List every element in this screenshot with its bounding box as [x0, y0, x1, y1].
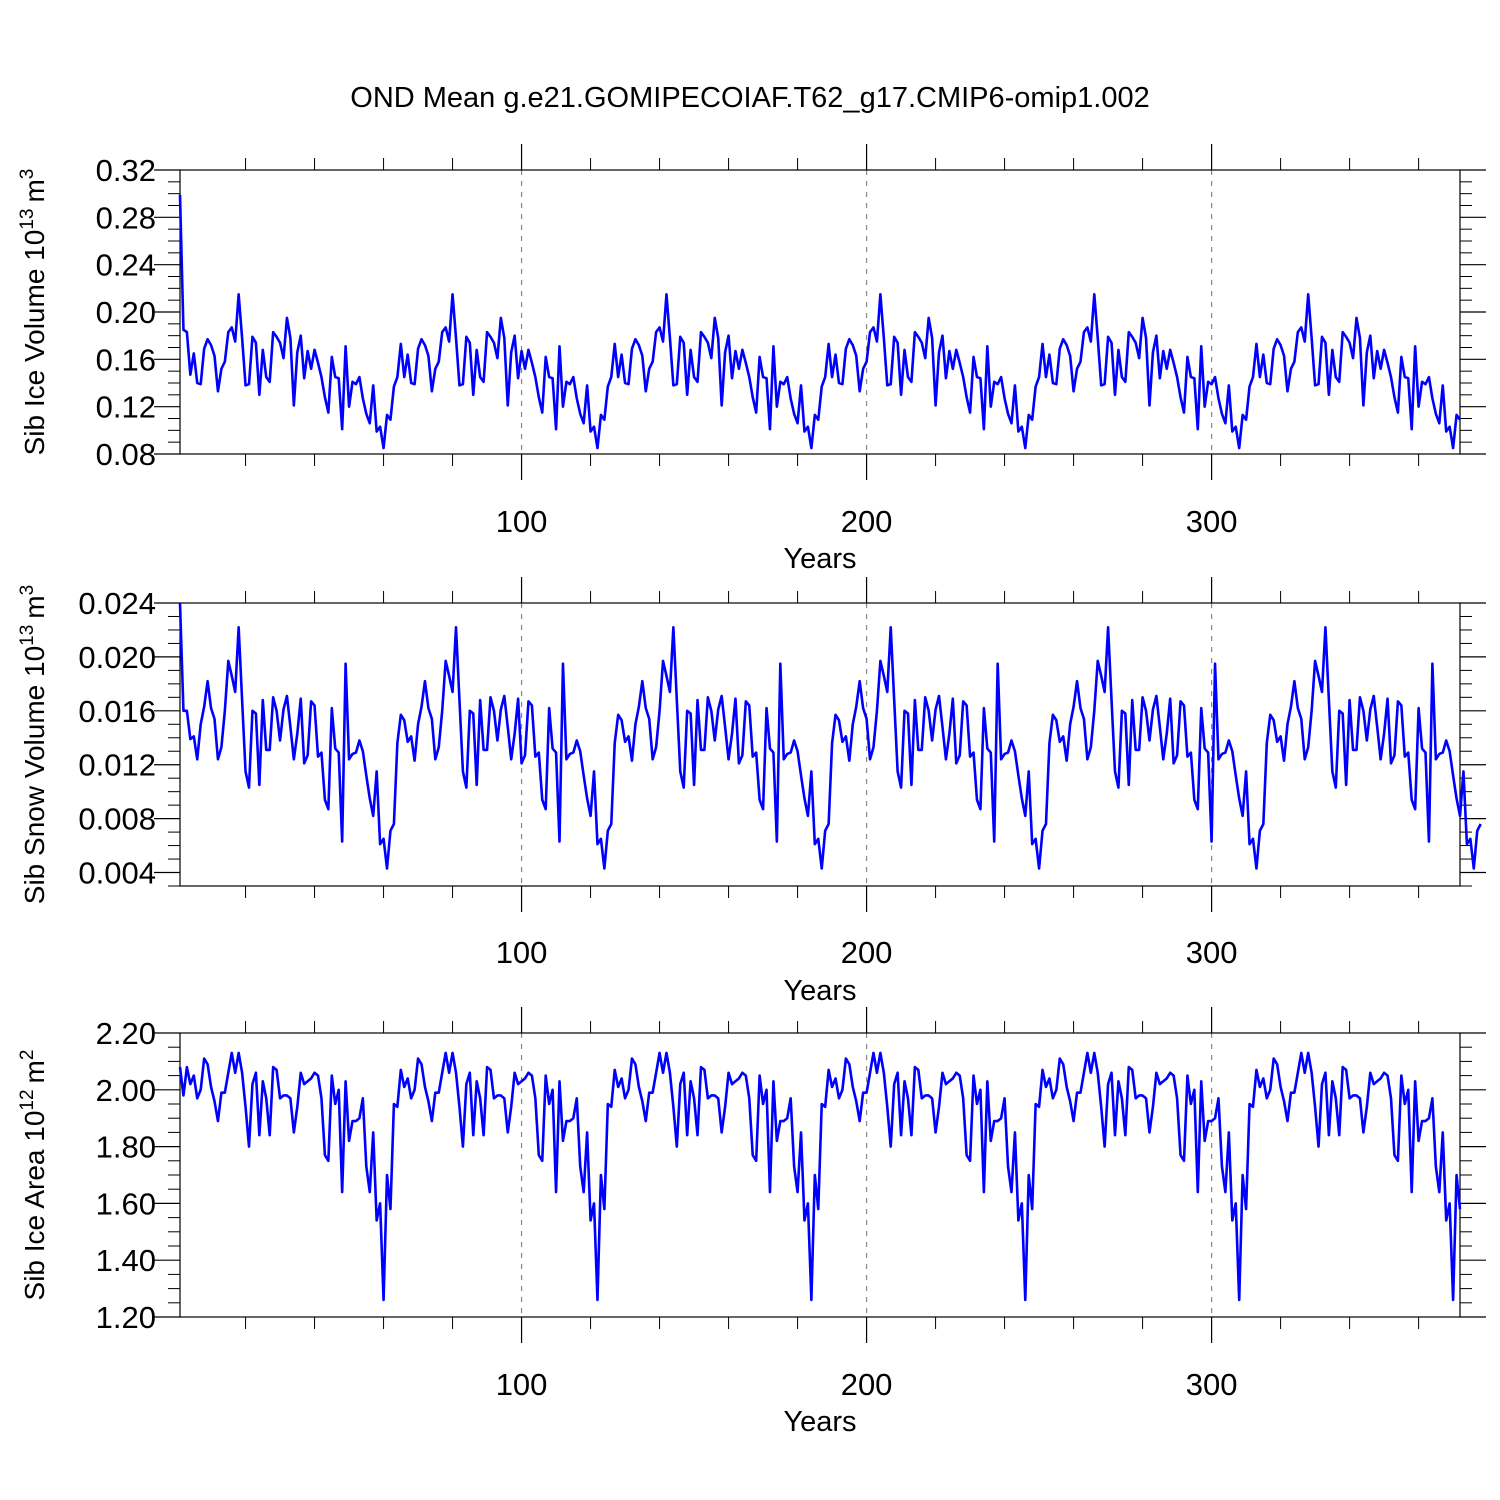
sib-ice-volume-x-tick-label: 300: [1186, 504, 1238, 539]
figure-title: OND Mean g.e21.GOMIPECOIAF.T62_g17.CMIP6…: [350, 82, 1149, 114]
sib-ice-area-y-tick-label: 1.40: [96, 1243, 156, 1278]
sib-snow-volume-panel: 100 200 300 0.004 0.008 0.012 0.016 0.020 0.024 Y…: [17, 577, 1486, 1007]
sib-ice-volume-y-axis-label: Sib Ice Volume 1013 m3: [17, 169, 50, 456]
sib-snow-volume-x-axis-label: Years: [783, 975, 856, 1007]
y-label-exponent: 12: [17, 1089, 38, 1110]
sib-ice-area-y-tick-label: 2.00: [96, 1073, 156, 1108]
sib-ice-area-y-tick-label: 2.20: [96, 1016, 156, 1051]
sib-ice-area-panel: 100 200 300 1.20 1.40 1.60 1.80 2.00 2.20 Years Si…: [17, 1007, 1486, 1438]
y-label-unit-exponent: 3: [17, 585, 38, 596]
sib-snow-volume-y-tick-label: 0.024: [78, 586, 156, 621]
sib-ice-area-x-tick-label: 200: [841, 1367, 893, 1402]
sib-snow-volume-y-tick-label: 0.016: [78, 694, 156, 729]
sib-ice-volume-x-axis-label: Years: [783, 543, 856, 575]
sib-snow-volume-y-tick-label: 0.004: [78, 856, 156, 891]
sib-ice-volume-y-tick-label: 0.24: [96, 248, 156, 283]
sib-snow-volume-frame: [179, 602, 1461, 887]
sib-snow-volume-y-tick-label: 0.008: [78, 802, 156, 837]
sib-ice-volume-y-tick-label: 0.28: [96, 200, 156, 235]
sib-ice-volume-y-tick-label: 0.32: [96, 153, 156, 188]
y-label-unit: m: [19, 595, 50, 618]
sib-ice-area-x-tick-label: 100: [496, 1367, 548, 1402]
y-label-main: Sib Snow Volume 10: [19, 646, 50, 904]
sib-snow-volume-y-tick-label: 0.020: [78, 640, 156, 675]
y-label-main: Sib Ice Area 10: [19, 1111, 50, 1301]
y-label-unit-exponent: 2: [17, 1050, 38, 1061]
sib-snow-volume-series-line: [178, 602, 1482, 870]
sib-ice-volume-series-line: [178, 194, 1462, 450]
y-label-unit: m: [19, 1060, 50, 1083]
y-label-unit: m: [19, 179, 50, 202]
sib-snow-volume-x-tick-label: 200: [841, 935, 893, 970]
sib-ice-volume-y-tick-label: 0.20: [96, 295, 156, 330]
sib-snow-volume-y-tick-label: 0.012: [78, 748, 156, 783]
sib-ice-area-y-axis-label: Sib Ice Area 1012 m2: [17, 1050, 50, 1301]
sib-ice-area-series-line: [178, 1051, 1462, 1302]
sib-snow-volume-x-tick-label: 300: [1186, 935, 1238, 970]
y-label-unit-exponent: 3: [17, 169, 38, 180]
y-label-exponent: 13: [17, 209, 38, 230]
sib-ice-area-y-tick-label: 1.20: [96, 1300, 156, 1335]
sib-ice-area-x-axis-label: Years: [783, 1406, 856, 1438]
sib-ice-volume-y-tick-label: 0.08: [96, 437, 156, 472]
sib-ice-area-y-tick-label: 1.80: [96, 1130, 156, 1165]
chart-panels: 100 200 300 0.08 0.12 0.16 0.20 0.24 0.28 0.32 Yea…: [17, 144, 1486, 1438]
sib-ice-volume-y-tick-label: 0.12: [96, 390, 156, 425]
sib-ice-volume-y-tick-label: 0.16: [96, 342, 156, 377]
sib-ice-volume-x-tick-label: 200: [841, 504, 893, 539]
sib-ice-area-y-tick-label: 1.60: [96, 1186, 156, 1221]
sib-ice-volume-panel: 100 200 300 0.08 0.12 0.16 0.20 0.24 0.28 0.32 Yea…: [17, 144, 1486, 575]
sib-ice-volume-x-tick-label: 100: [496, 504, 548, 539]
sib-snow-volume-y-axis-label: Sib Snow Volume 1013 m3: [17, 585, 50, 904]
y-label-exponent: 13: [17, 625, 38, 646]
sib-snow-volume-x-tick-label: 100: [496, 935, 548, 970]
sib-ice-area-x-tick-label: 300: [1186, 1367, 1238, 1402]
y-label-main: Sib Ice Volume 10: [19, 230, 50, 456]
